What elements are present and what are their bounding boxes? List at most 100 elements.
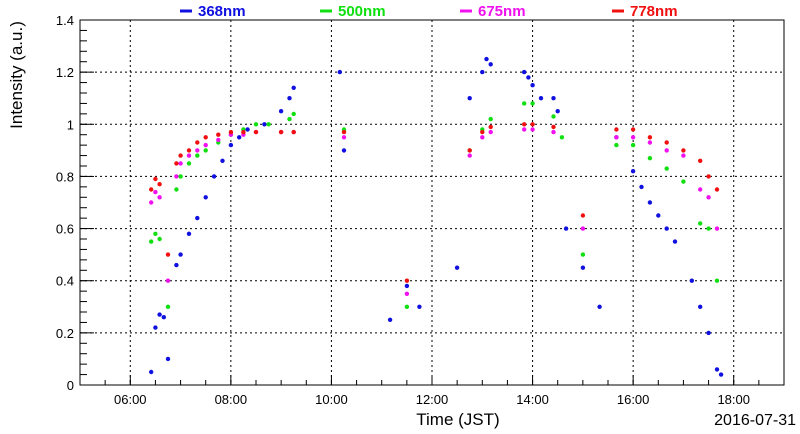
data-point — [278, 129, 284, 135]
data-point — [337, 69, 342, 75]
data-point — [698, 221, 703, 226]
data-point — [681, 179, 686, 184]
legend-label: 500nm — [338, 3, 386, 20]
data-point — [157, 236, 162, 242]
data-point — [698, 304, 703, 309]
y-tick-label: 1.4 — [56, 13, 74, 28]
data-point — [186, 161, 192, 166]
series-675nm — [149, 127, 720, 296]
data-point — [149, 239, 154, 244]
y-tick-label: 0.6 — [56, 222, 74, 237]
data-point — [165, 356, 171, 362]
data-point — [467, 96, 472, 101]
data-point — [714, 278, 720, 283]
data-point — [278, 109, 284, 114]
data-point — [551, 129, 556, 135]
data-point — [706, 226, 711, 231]
data-point — [165, 252, 171, 257]
data-point — [203, 148, 208, 153]
data-point — [488, 124, 493, 130]
data-point — [195, 153, 200, 158]
data-point — [580, 226, 586, 231]
data-point — [664, 148, 669, 153]
data-point — [341, 135, 347, 140]
y-tick-label: 0.8 — [56, 169, 74, 184]
data-point — [195, 148, 200, 153]
data-point — [530, 127, 535, 132]
data-point — [291, 111, 296, 117]
date-label: 2016-07-31 — [714, 412, 796, 429]
data-point — [563, 226, 569, 231]
data-point — [174, 161, 179, 166]
data-point — [530, 101, 535, 106]
data-point — [153, 231, 158, 236]
data-point — [689, 278, 694, 283]
data-point — [551, 96, 556, 101]
data-point — [157, 312, 162, 317]
series-368nm — [149, 56, 724, 377]
y-tick-label: 0.4 — [56, 274, 74, 289]
x-tick-label: 14:00 — [516, 392, 549, 407]
data-point — [630, 142, 636, 148]
data-point — [211, 174, 217, 179]
data-point — [630, 127, 636, 132]
data-point — [165, 278, 171, 283]
y-axis-title: Intensity (a.u.) — [7, 21, 26, 129]
data-point — [706, 195, 711, 200]
data-point — [639, 184, 644, 190]
data-point — [614, 142, 619, 148]
data-point — [262, 122, 267, 127]
data-point — [387, 317, 393, 322]
data-point — [178, 153, 183, 158]
data-point — [220, 158, 225, 163]
data-point — [480, 69, 485, 75]
data-point — [522, 69, 527, 75]
data-point — [228, 129, 234, 135]
data-point — [195, 215, 200, 221]
data-point — [467, 148, 472, 153]
x-tick-label: 10:00 — [315, 392, 348, 407]
data-point — [203, 195, 208, 200]
data-point — [718, 372, 724, 377]
data-point — [178, 252, 183, 257]
data-point — [186, 148, 192, 153]
data-point — [706, 330, 711, 336]
x-tick-label: 08:00 — [215, 392, 248, 407]
data-point — [681, 153, 686, 158]
x-tick-label: 06:00 — [114, 392, 147, 407]
data-point — [480, 129, 485, 135]
data-point — [153, 189, 158, 195]
legend-label: 368nm — [198, 3, 246, 20]
axis-ticks — [79, 19, 785, 386]
data-point — [630, 169, 636, 174]
data-point — [174, 174, 179, 179]
data-point — [580, 213, 586, 218]
data-point — [522, 101, 527, 106]
data-point — [714, 226, 720, 231]
data-point — [656, 213, 661, 218]
data-point — [647, 140, 653, 145]
data-point — [228, 142, 234, 148]
data-point — [664, 140, 669, 145]
data-point — [555, 109, 560, 114]
data-point — [559, 135, 565, 140]
legend-label: 778nm — [630, 3, 678, 20]
data-point — [149, 369, 154, 375]
data-point — [522, 122, 527, 127]
data-point — [149, 187, 154, 192]
data-point — [672, 239, 678, 244]
data-point — [203, 142, 208, 148]
data-point — [647, 135, 653, 140]
data-point — [551, 114, 556, 119]
data-point — [698, 158, 703, 163]
data-point — [706, 174, 711, 179]
data-point — [488, 62, 493, 67]
data-point — [287, 96, 292, 101]
data-point — [149, 200, 154, 205]
data-point — [216, 137, 221, 143]
data-point — [664, 166, 669, 171]
data-point — [157, 182, 162, 187]
y-tick-label: 0 — [67, 378, 74, 393]
data-point — [522, 127, 527, 132]
data-point — [203, 135, 208, 140]
